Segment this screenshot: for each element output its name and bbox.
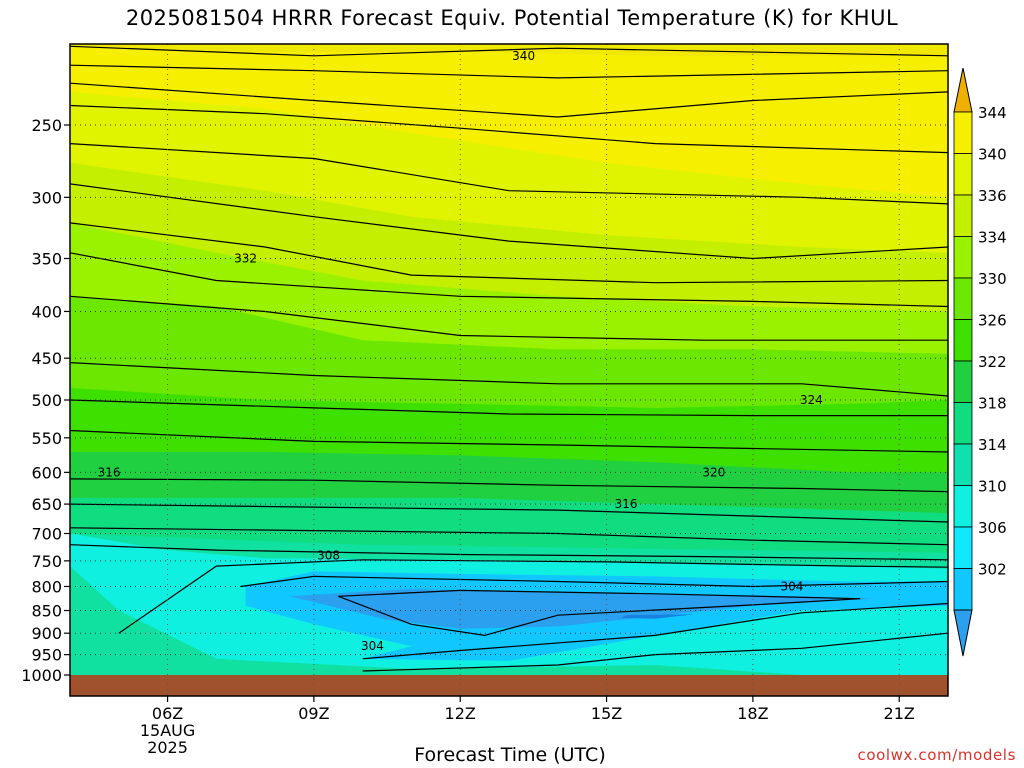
ground-surface [70,675,948,696]
contour-line [70,82,948,118]
contour-label: 316 [615,497,638,511]
colorbar-segment [953,568,973,611]
colorbar-segment [953,194,973,237]
band-302 [289,588,875,629]
filled-bands [70,44,948,675]
colorbar-segment [953,277,973,320]
x-tick-label: 15Z [591,704,622,723]
colorbar-bottom-arrow [953,609,973,657]
band-340 [70,44,948,198]
colorbar-segment [953,526,973,569]
contour-line [70,295,948,341]
colorbar-label: 314 [978,436,1007,454]
plot-frame [69,43,949,697]
y-tick-label: 900 [31,624,62,643]
y-tick-label: 700 [31,524,62,543]
colorbar-label: 306 [978,519,1007,537]
band-min [621,614,695,619]
y-tick-label: 800 [31,577,62,596]
contour-line [70,478,948,493]
colorbar-segment [953,153,973,196]
contour-line [70,527,948,546]
contour-line [70,183,948,260]
y-tick-label: 1000 [21,666,62,685]
x-tick-label: 21Z [884,704,915,723]
contour-line [362,602,948,660]
contour-line [70,399,948,417]
colorbar-segment [953,236,973,279]
contour-line [240,575,948,588]
x-tick-label: 09Z [298,704,329,723]
colorbar-label: 336 [978,187,1007,205]
colorbar-label: 334 [978,229,1007,247]
x-tick-sublabel: 2025 [147,738,188,757]
colorbar-segment [953,360,973,403]
x-tick-label: 12Z [445,704,476,723]
colorbar-segment [953,402,973,445]
y-tick-label: 500 [31,391,62,410]
colorbar-label: 302 [978,561,1007,579]
y-tick-label: 950 [31,646,62,665]
contour-line [70,104,948,154]
credit-link[interactable]: coolwx.com/models [857,746,1016,764]
chart-title: 2025081504 HRRR Forecast Equiv. Potentia… [125,6,899,30]
contour-line [70,143,948,205]
x-tick-label: 18Z [737,704,768,723]
colorbar-segment [953,485,973,528]
contour-line [70,429,948,453]
x-axis-label: Forecast Time (UTC) [414,744,606,766]
colorbar-label: 318 [978,395,1007,413]
contour-label: 304 [361,639,384,653]
contour-label: 308 [317,549,340,563]
contour-line [118,559,948,634]
contour-line [70,503,948,523]
y-tick-label: 750 [31,552,62,571]
y-tick-label: 300 [31,188,62,207]
contour-line [70,45,948,57]
colorbar-segment [953,111,973,154]
contour-line [70,362,948,397]
colorbar-label: 330 [978,270,1007,288]
colorbar-label: 322 [978,353,1007,371]
contour-label: 324 [800,393,823,407]
contour-label: 316 [98,465,121,479]
y-tick-label: 600 [31,463,62,482]
y-tick-label: 250 [31,116,62,135]
colorbar-top-arrow [953,67,973,113]
y-tick-label: 450 [31,349,62,368]
colorbar-label: 344 [978,104,1007,122]
x-tick-sublabel: 15AUG [140,721,195,740]
contour-label: 340 [512,49,535,63]
y-tick-label: 400 [31,302,62,321]
y-tick-label: 550 [31,429,62,448]
colorbar-label: 340 [978,146,1007,164]
contour-line [70,252,948,308]
colorbar-segment [953,319,973,362]
x-tick-label: 06Z [152,704,183,723]
y-tick-label: 650 [31,495,62,514]
colorbar-segment [953,443,973,486]
contour-label: 304 [780,579,803,593]
y-tick-label: 350 [31,249,62,268]
contour-line [70,222,948,284]
y-tick-label: 850 [31,602,62,621]
contour-label: 320 [702,465,725,479]
colorbar-label: 310 [978,478,1007,496]
colorbar-label: 326 [978,312,1007,330]
